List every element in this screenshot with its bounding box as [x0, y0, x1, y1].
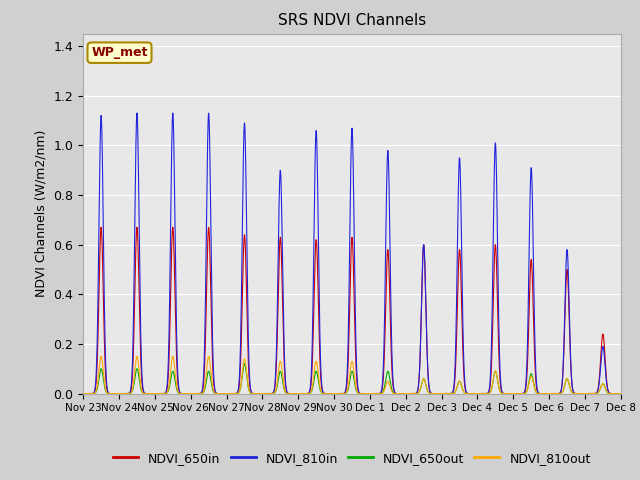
- Y-axis label: NDVI Channels (W/m2/nm): NDVI Channels (W/m2/nm): [35, 130, 48, 297]
- Legend: NDVI_650in, NDVI_810in, NDVI_650out, NDVI_810out: NDVI_650in, NDVI_810in, NDVI_650out, NDV…: [108, 447, 596, 469]
- Text: WP_met: WP_met: [92, 46, 148, 59]
- Title: SRS NDVI Channels: SRS NDVI Channels: [278, 13, 426, 28]
